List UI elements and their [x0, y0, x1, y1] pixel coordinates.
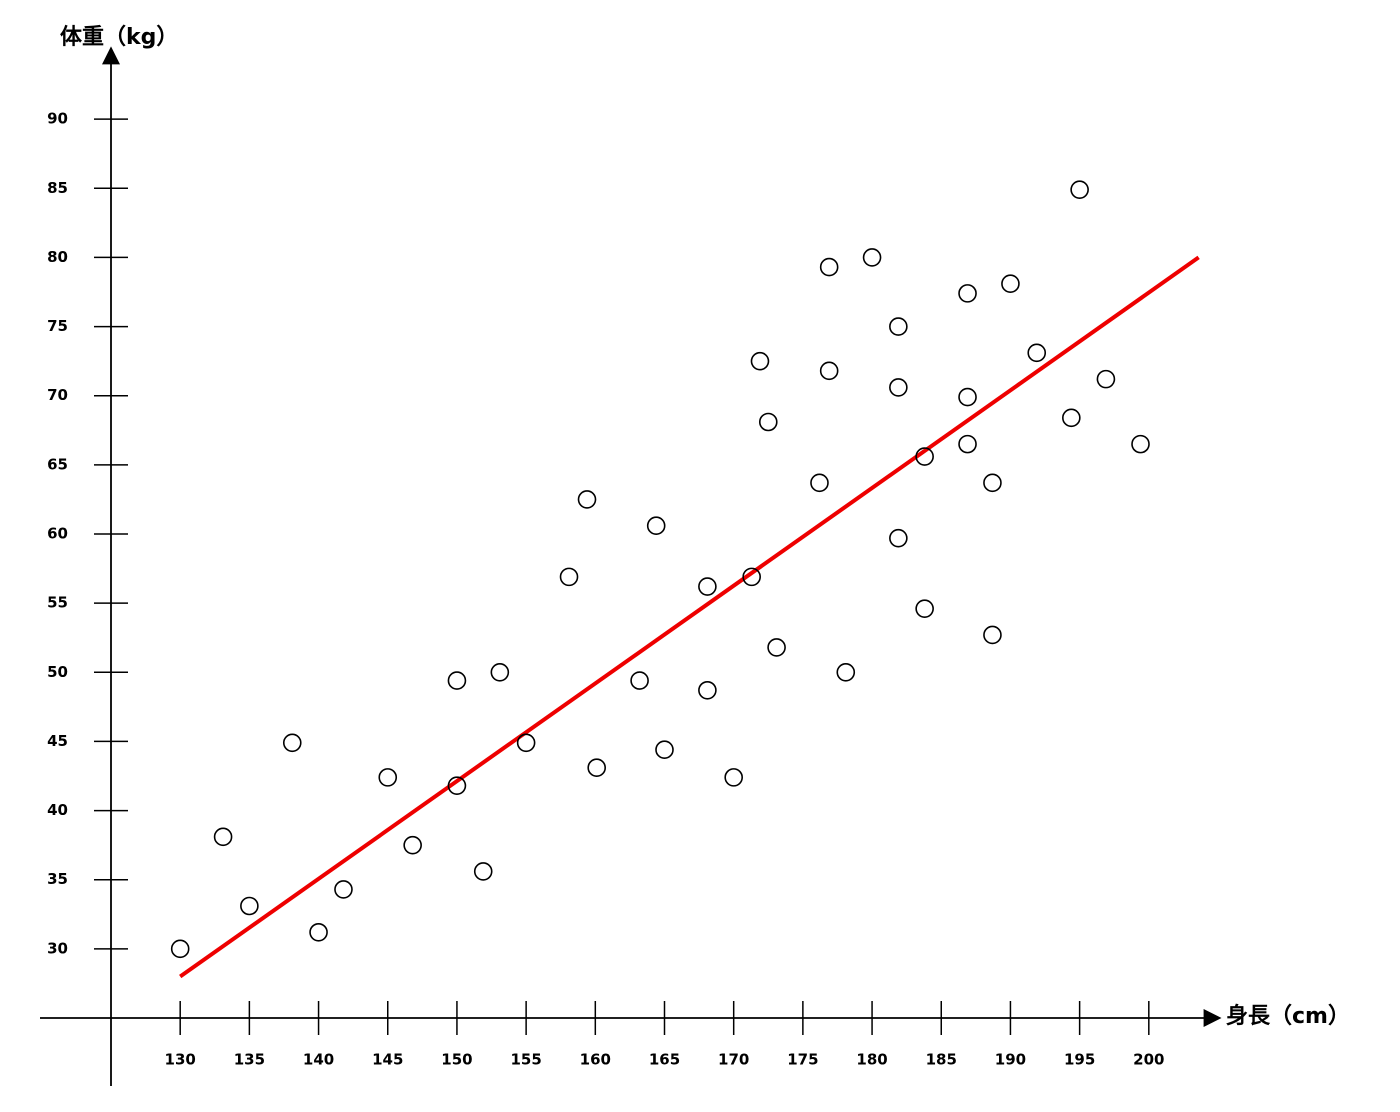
point	[836, 662, 856, 682]
x-tick-label: 135	[234, 1051, 265, 1069]
point	[889, 378, 908, 397]
point	[170, 939, 190, 959]
x-tick-label: 140	[303, 1051, 334, 1069]
point	[1096, 369, 1116, 389]
point	[516, 733, 536, 753]
point	[698, 577, 717, 596]
point	[750, 351, 770, 371]
x-tick-label: 195	[1064, 1051, 1095, 1069]
point	[1070, 180, 1089, 199]
point	[334, 880, 353, 899]
x-tick-label: 180	[856, 1051, 887, 1069]
y-tick-label: 55	[47, 594, 68, 612]
x-tick-label: 190	[995, 1051, 1026, 1069]
x-tick-label: 170	[718, 1051, 749, 1069]
point	[1062, 408, 1081, 428]
point	[889, 528, 908, 548]
point	[958, 434, 977, 454]
x-tick-label: 130	[165, 1051, 196, 1069]
point	[742, 567, 761, 587]
point	[240, 896, 259, 916]
point	[282, 733, 302, 753]
point	[490, 662, 510, 682]
point	[447, 671, 467, 690]
x-tick-label: 175	[787, 1051, 818, 1069]
x-axis-title: 身長（cm）	[1226, 1003, 1350, 1029]
point	[915, 599, 934, 618]
point	[473, 862, 493, 881]
point	[655, 740, 674, 760]
point	[889, 317, 908, 336]
point	[559, 567, 579, 587]
point	[819, 257, 839, 277]
y-tick-label: 35	[47, 870, 68, 888]
x-tick-label: 165	[649, 1051, 680, 1069]
y-tick-label: 45	[47, 732, 68, 750]
point	[983, 473, 1002, 493]
y-tick-label: 85	[47, 179, 68, 197]
point	[724, 768, 743, 787]
y-tick-label: 30	[47, 939, 68, 957]
point	[309, 922, 328, 942]
x-tick-label: 155	[510, 1051, 541, 1069]
y-tick-label: 50	[47, 663, 68, 681]
point	[1131, 434, 1150, 454]
point	[983, 625, 1002, 645]
y-tick-label: 65	[47, 455, 68, 473]
x-tick-label: 145	[372, 1051, 403, 1069]
y-tick-label: 75	[47, 317, 68, 335]
point	[630, 671, 649, 690]
point	[767, 638, 786, 657]
x-tick-label: 185	[926, 1051, 957, 1069]
point	[958, 387, 977, 407]
point	[862, 248, 882, 267]
x-tick-label: 200	[1133, 1051, 1164, 1069]
y-tick-label: 70	[47, 386, 68, 404]
y-tick-label: 60	[47, 525, 68, 543]
y-axis-title: 体重（kg）	[60, 25, 178, 50]
point	[378, 768, 398, 787]
point	[213, 827, 233, 847]
y-tick-label: 80	[47, 248, 68, 266]
point	[758, 412, 778, 432]
y-tick-label: 90	[47, 110, 68, 128]
point	[819, 361, 839, 381]
point	[587, 758, 606, 778]
point	[447, 776, 467, 795]
point	[915, 447, 934, 466]
point	[646, 516, 666, 536]
point	[577, 490, 597, 509]
point	[1001, 274, 1020, 294]
point	[958, 284, 977, 303]
fit-line	[179, 255, 1200, 979]
point	[698, 680, 717, 700]
point	[403, 835, 422, 855]
y-tick-label: 40	[47, 801, 68, 819]
point	[1027, 343, 1047, 363]
x-tick-label: 150	[441, 1051, 472, 1069]
x-tick-label: 160	[580, 1051, 611, 1069]
point	[810, 473, 829, 493]
